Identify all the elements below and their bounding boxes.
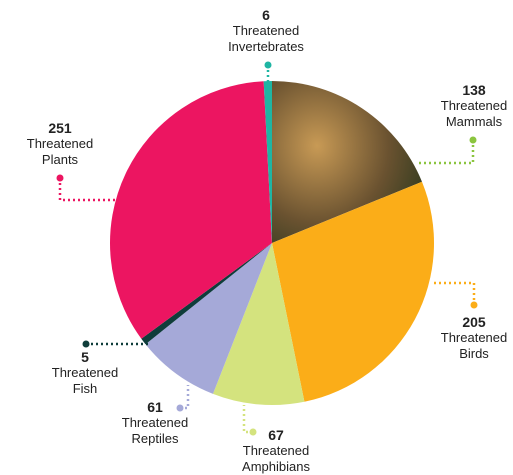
leader-line	[418, 140, 475, 165]
leader-dot	[264, 61, 272, 69]
leader-line	[432, 281, 476, 305]
slice-label: 251 Threatened Plants	[10, 120, 110, 168]
leader-dot	[176, 404, 184, 412]
slice-label: 61 Threatened Reptiles	[105, 399, 205, 447]
leader-dot	[470, 301, 478, 309]
leader-dot	[469, 136, 477, 144]
slice-label: 6 Threatened Invertebrates	[216, 7, 316, 55]
value-label: 61	[147, 399, 163, 415]
value-label: 5	[81, 349, 89, 365]
category-label: Threatened Fish	[51, 365, 119, 396]
slice-label: 205 Threatened Birds	[424, 314, 513, 362]
value-label: 251	[48, 120, 72, 136]
pie-slice	[141, 243, 272, 345]
pie-slice	[145, 243, 272, 394]
slice-label: 5 Threatened Fish	[35, 349, 135, 397]
pie-slice	[263, 81, 272, 243]
slice-label: 67 Threatened Amphibians	[226, 427, 326, 475]
leader-line	[58, 178, 116, 202]
pie-slice	[272, 81, 422, 243]
leader-dot	[82, 340, 90, 348]
category-label: Threatened Reptiles	[121, 415, 189, 446]
category-label: Threatened Birds	[440, 330, 508, 361]
leader-dot	[56, 174, 64, 182]
category-label: Threatened Plants	[26, 136, 94, 167]
value-label: 138	[462, 82, 486, 98]
slice-label: 138 Threatened Mammals	[424, 82, 513, 130]
pie-slice	[109, 81, 272, 339]
category-label: Threatened Mammals	[440, 98, 508, 129]
leader-dot	[249, 428, 257, 436]
leader-line	[242, 405, 253, 434]
category-label: Threatened Invertebrates	[228, 23, 304, 54]
pie-slice	[212, 243, 305, 405]
value-label: 205	[462, 314, 486, 330]
pie-slice	[272, 181, 434, 402]
value-label: 6	[262, 7, 270, 23]
value-label: 67	[268, 427, 284, 443]
category-label: Threatened Amphibians	[242, 443, 310, 474]
